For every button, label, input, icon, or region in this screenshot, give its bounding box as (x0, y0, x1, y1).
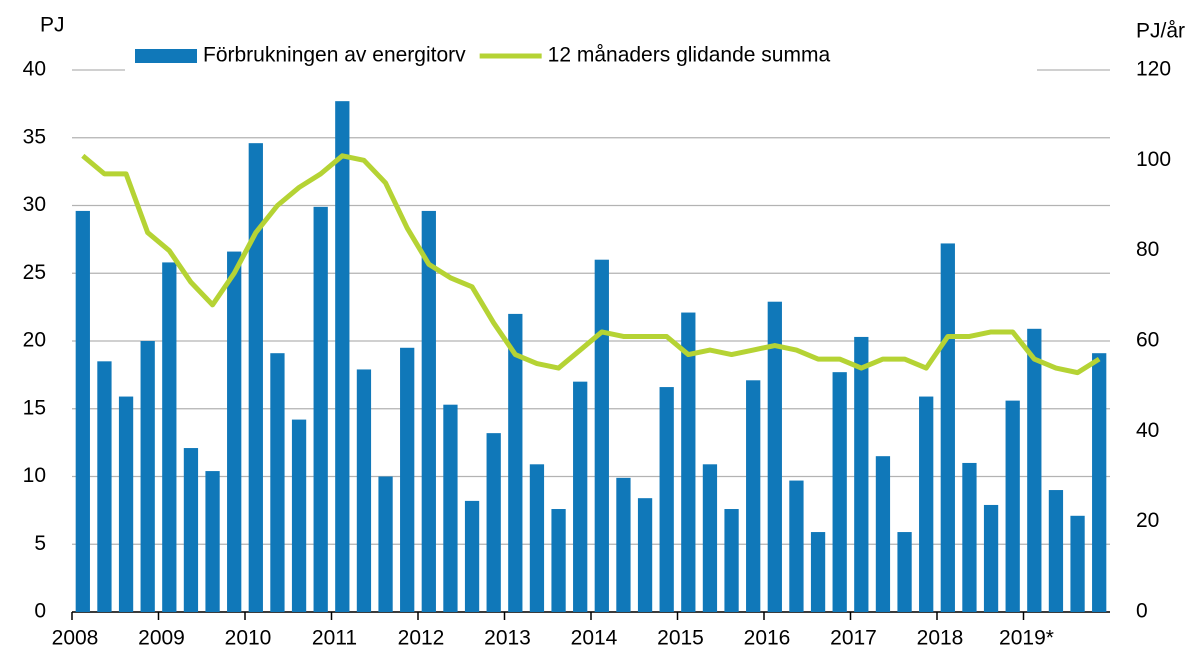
bar (551, 509, 566, 612)
x-tick-label: 2016 (744, 627, 791, 650)
bar (443, 404, 458, 612)
bar (140, 341, 155, 612)
y2-tick-label: 20 (1136, 509, 1159, 532)
bar (227, 251, 242, 612)
y-tick-label: 30 (23, 193, 46, 216)
y-tick-label: 25 (23, 261, 46, 284)
bar (1027, 328, 1042, 612)
bar (897, 532, 912, 612)
bar (291, 419, 307, 612)
bar (183, 448, 199, 612)
y-tick-label: 15 (23, 396, 46, 419)
bar (854, 336, 869, 612)
x-tick-label: 2009 (138, 627, 185, 650)
bar (724, 509, 739, 612)
bar (313, 206, 328, 613)
bar (1048, 490, 1064, 612)
x-tick-label: 2014 (571, 627, 618, 650)
y2-tick-label: 80 (1136, 238, 1159, 261)
x-tick-label: 2012 (398, 627, 445, 650)
x-tick-label: 2008 (52, 627, 99, 650)
x-tick-label: 2017 (830, 627, 877, 650)
bar (832, 372, 847, 612)
bar (1070, 515, 1085, 612)
bar (421, 210, 436, 613)
bar (378, 476, 393, 612)
bar (162, 262, 177, 612)
legend-label: 12 månaders glidande summa (548, 44, 831, 67)
bar (486, 433, 501, 612)
bar (875, 456, 891, 612)
bar (702, 464, 718, 612)
x-tick-label: 2018 (917, 627, 964, 650)
bar (335, 101, 350, 612)
bar (637, 498, 653, 612)
legend-swatch (135, 49, 197, 63)
bar (1092, 353, 1107, 612)
y2-tick-label: 0 (1136, 600, 1148, 623)
bar (400, 347, 415, 612)
x-tick-label: 2015 (657, 627, 704, 650)
bar (529, 464, 545, 612)
y-axis-label: PJ (40, 14, 65, 37)
bar (75, 210, 90, 613)
line (81, 153, 1101, 376)
bar (919, 396, 934, 612)
bar (659, 387, 674, 612)
bar (270, 353, 285, 612)
bar (962, 462, 977, 612)
y2-axis-label: PJ/år (1136, 20, 1185, 43)
x-tick-label: 2013 (484, 627, 531, 650)
bar (746, 380, 761, 612)
bar (464, 500, 480, 612)
bar (940, 243, 955, 612)
bar (248, 143, 263, 613)
y2-tick-label: 40 (1136, 419, 1159, 442)
bar (616, 477, 631, 612)
y2-tick-label: 100 (1136, 148, 1171, 171)
bar (97, 361, 112, 612)
bar (356, 369, 372, 612)
y-tick-label: 40 (23, 58, 46, 81)
bar (508, 313, 523, 612)
bar (594, 259, 609, 612)
bar (205, 471, 220, 612)
bar (983, 504, 999, 612)
bar (767, 301, 782, 612)
bar (789, 480, 804, 612)
y-tick-label: 0 (34, 600, 46, 623)
bar (1005, 400, 1020, 612)
bar (810, 532, 826, 612)
bar (118, 396, 134, 612)
y2-tick-label: 120 (1136, 58, 1171, 81)
y2-tick-label: 60 (1136, 329, 1159, 352)
legend-background (125, 38, 1037, 74)
y-tick-label: 10 (23, 464, 46, 487)
y-tick-label: 20 (23, 329, 46, 352)
y-tick-label: 5 (34, 532, 46, 555)
x-tick-label: 2010 (225, 627, 272, 650)
y-tick-label: 35 (23, 125, 46, 148)
legend-label: Förbrukningen av energitorv (203, 44, 466, 67)
x-tick-label: 2011 (312, 627, 357, 650)
x-tick-label: 2019* (999, 627, 1054, 650)
bar (681, 312, 696, 612)
bar (573, 381, 588, 612)
